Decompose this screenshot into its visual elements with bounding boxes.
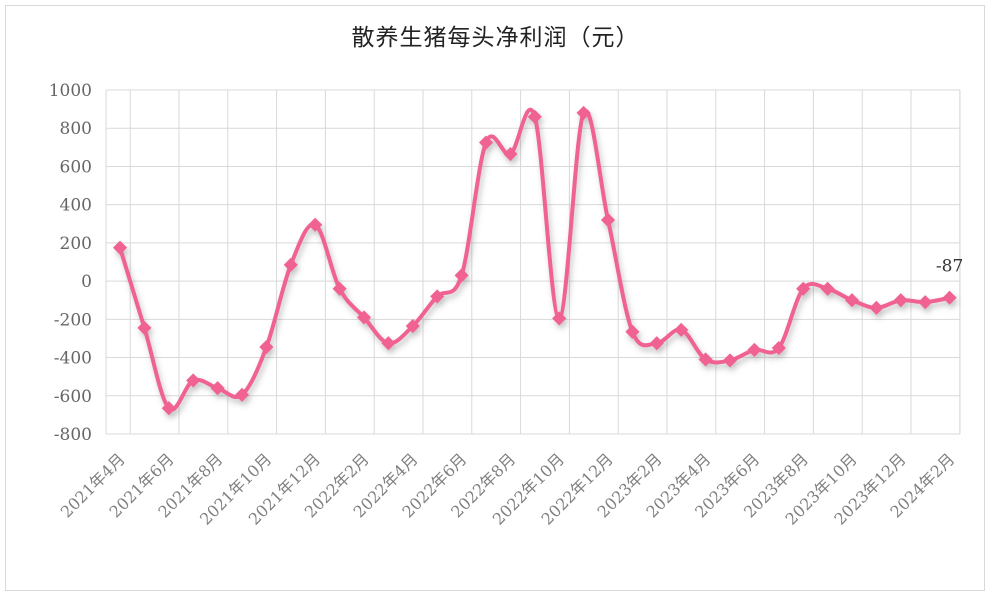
data-point	[674, 322, 689, 337]
y-tick-label: 200	[60, 234, 92, 254]
data-point	[747, 342, 762, 357]
series-line	[118, 107, 952, 412]
data-point	[869, 300, 884, 315]
data-point	[478, 135, 494, 150]
data-point	[649, 336, 664, 351]
data-point	[796, 281, 811, 296]
data-point	[600, 212, 616, 228]
data-point	[918, 295, 933, 310]
data-point	[283, 257, 298, 272]
data-point	[820, 281, 835, 296]
data-point	[112, 240, 128, 255]
data-point	[893, 293, 908, 308]
data-point	[503, 146, 518, 162]
data-point	[381, 336, 396, 351]
data-point	[552, 311, 567, 326]
data-point	[308, 217, 323, 232]
chart-frame	[5, 5, 985, 591]
data-point	[527, 109, 542, 124]
y-tick-label: 600	[60, 157, 92, 177]
data-label-last: -87	[936, 257, 963, 277]
data-point	[576, 105, 591, 120]
data-point	[356, 310, 372, 325]
data-point	[454, 268, 469, 283]
y-tick-label: 400	[60, 196, 92, 216]
data-point	[161, 401, 176, 416]
data-point	[771, 340, 786, 356]
data-point	[186, 373, 201, 388]
chart-title: 散养生猪每头净利润（元）	[351, 25, 640, 51]
data-point	[259, 339, 274, 355]
y-tick-label: 0	[81, 272, 92, 292]
y-tick-label: 1000	[49, 81, 92, 101]
data-point	[942, 290, 957, 305]
y-tick-label: -200	[54, 310, 92, 330]
data-point	[722, 353, 738, 368]
data-point	[844, 293, 860, 308]
data-point	[210, 381, 225, 396]
data-point	[430, 289, 445, 304]
data-point	[234, 387, 250, 402]
y-tick-label: -400	[54, 349, 92, 369]
data-point	[698, 352, 713, 367]
y-tick-label: -600	[54, 387, 92, 407]
data-point	[137, 320, 152, 335]
data-point	[332, 281, 347, 296]
data-point	[625, 324, 640, 339]
data-point	[405, 318, 420, 334]
y-tick-label: 800	[60, 119, 92, 139]
y-tick-label: -800	[54, 425, 92, 445]
